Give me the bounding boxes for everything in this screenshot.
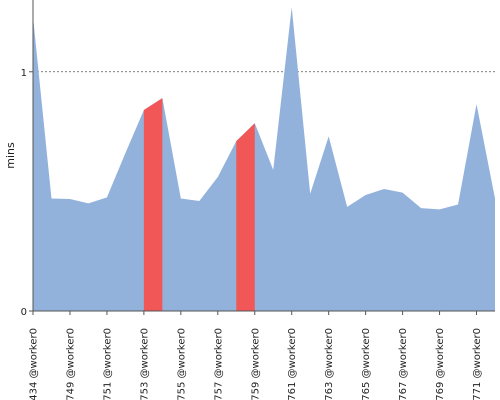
axes (32, 0, 495, 312)
x-tick-label: #6753 @worker0 (139, 328, 150, 400)
y-tick-label: 0 (21, 307, 27, 318)
x-tick-label: #4434 @worker0 (29, 328, 40, 400)
x-tick-label: #6755 @worker0 (176, 328, 187, 400)
y-tick-labels: 01 (21, 68, 33, 318)
x-tick-labels: #4434 @worker0 #6749 @worker0 #6751 @worke… (29, 311, 483, 400)
highlight-band (143, 98, 163, 311)
x-tick-label: #6751 @worker0 (102, 328, 113, 400)
x-tick-label: #6761 @worker0 (287, 328, 298, 400)
y-tick-label: 1 (21, 68, 27, 79)
highlight-band (236, 123, 255, 311)
x-tick-label: #6757 @worker0 (213, 328, 224, 400)
x-tick-label: #6749 @worker0 (65, 328, 76, 400)
series-area-path (33, 7, 495, 312)
x-tick-label: #6763 @worker0 (324, 328, 335, 400)
x-tick-label: #6769 @worker0 (435, 328, 446, 400)
x-tick-label: #6765 @worker0 (361, 328, 372, 400)
highlight-bands (143, 98, 255, 311)
x-tick-label: #6767 @worker0 (398, 328, 409, 400)
x-tick-label: #6771 @worker0 (472, 328, 483, 400)
y-axis-title: mins (4, 142, 17, 169)
series-area (33, 7, 495, 312)
x-tick-label: #6759 @worker0 (250, 328, 261, 400)
